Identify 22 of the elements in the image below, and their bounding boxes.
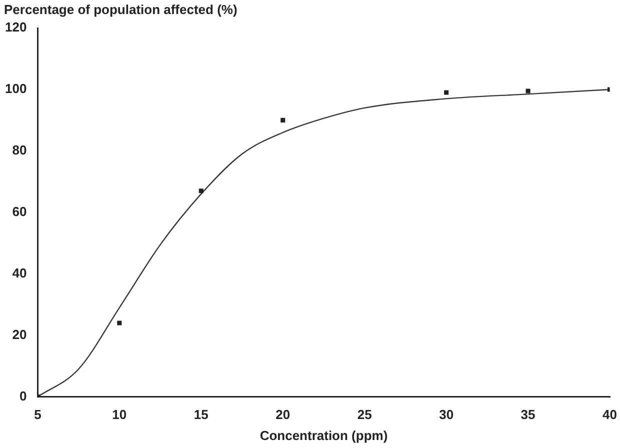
y-tick-label: 120 (4, 20, 27, 35)
y-tick-label: 80 (12, 142, 27, 158)
point (280, 118, 286, 122)
x-axis-title: Concentration (ppm) (260, 428, 388, 443)
y-tick-label: 60 (12, 204, 27, 219)
y-tick-label: 20 (12, 326, 27, 342)
point (526, 88, 530, 94)
x-tick-label: 15 (194, 407, 208, 422)
y-tick-label: 100 (4, 81, 27, 96)
x-tick-label: 25 (357, 407, 372, 422)
y-tick-label: 0 (19, 388, 27, 404)
point (198, 188, 204, 194)
y-axis-title: Percentage of population affected (%) (4, 2, 238, 18)
x-tick-label: 5 (34, 407, 42, 422)
x-tick-label: 30 (439, 407, 454, 422)
x-tick-label: 40 (602, 407, 618, 422)
x-tick-label: 20 (276, 407, 290, 422)
point (444, 90, 449, 95)
x-tick-label: 35 (520, 407, 536, 422)
x-tick-label: 10 (112, 407, 127, 422)
point (117, 320, 122, 326)
y-tick-label: 40 (12, 265, 27, 280)
